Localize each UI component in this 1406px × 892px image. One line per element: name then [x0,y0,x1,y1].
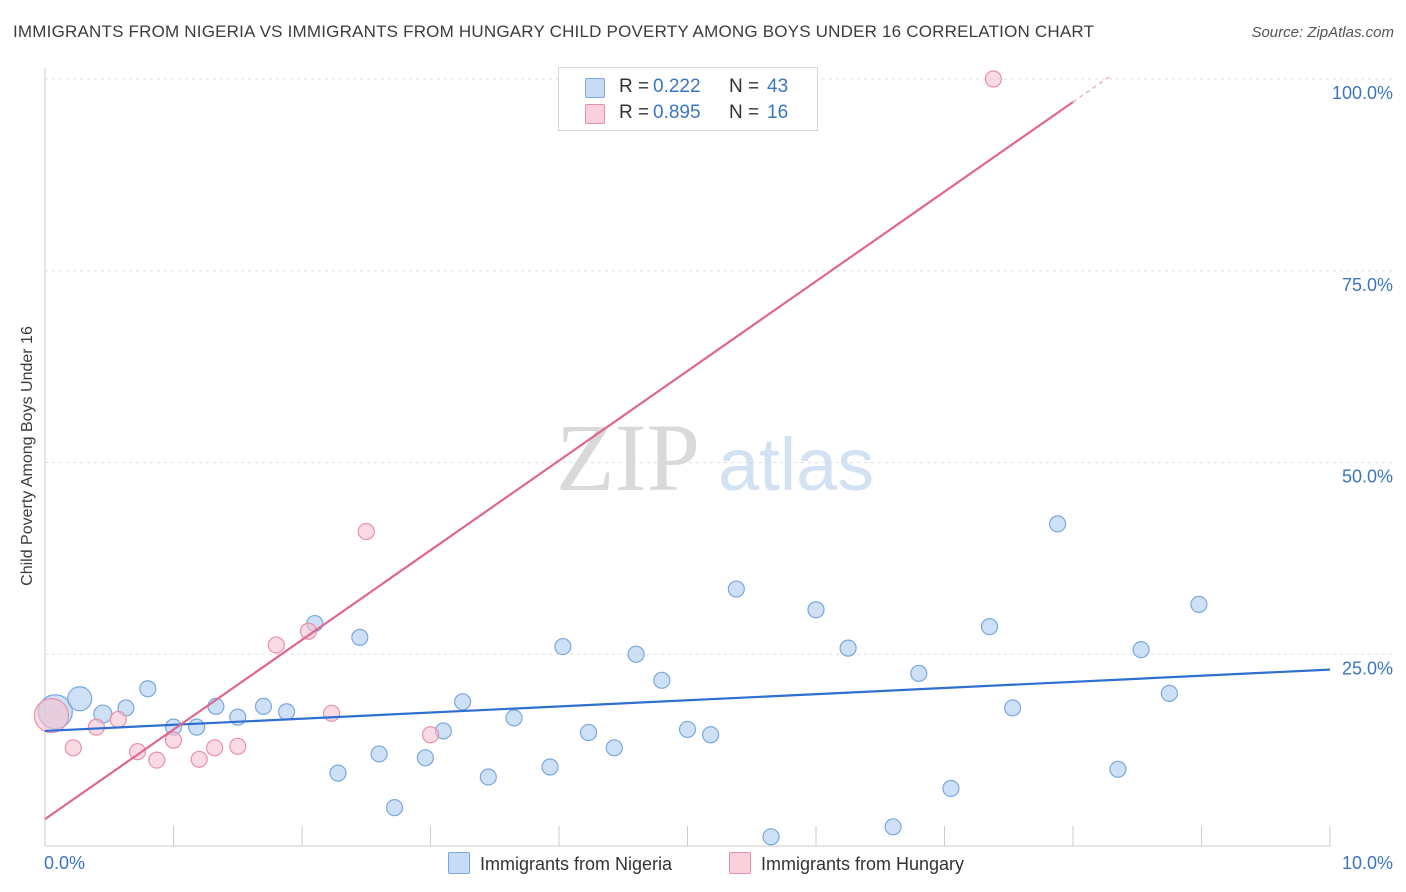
nigeria-point [1109,760,1127,778]
nigeria-point [839,639,857,657]
tick-labels: 25.0% 50.0% 75.0% 100.0% 0.0% 10.0% [44,83,1393,873]
legend-n-label: N = [729,76,760,97]
hungary-point [357,522,375,541]
hungary-point [190,750,208,768]
nigeria-point [370,745,388,763]
nigeria-point [980,618,999,636]
hungary-legend-swatch [729,852,751,874]
nigeria-point [1048,515,1067,533]
y-tick-label: 75.0% [1342,275,1393,295]
legend-r-value: 0.895 [653,102,701,123]
hungary-point [299,622,318,640]
hungary-point [206,739,224,757]
y-tick-label: 50.0% [1342,467,1393,487]
hungary-point [64,739,82,757]
nigeria-point [541,758,559,776]
nigeria-point [727,580,745,598]
nigeria-point [1004,699,1022,717]
bottom-legend-nigeria: Immigrants from Nigeria [448,852,672,875]
legend-n-value: 43 [767,76,789,97]
nigeria-legend-label: Immigrants from Nigeria [480,854,673,874]
hungary-point [109,710,127,729]
nigeria-point [653,671,671,689]
hungary-points [33,70,1002,769]
source-credit: Source: ZipAtlas.com [1251,24,1394,41]
hungary-point [148,751,166,769]
legend-r-label: R = [619,76,650,97]
hungary-point [33,698,70,734]
nigeria-point [579,723,598,742]
nigeria-point [385,799,404,817]
correlation-legend: R = 0.222 N = 43 R = 0.895 N = 16 [558,67,818,131]
y-tick-label: 25.0% [1342,658,1393,678]
axes [44,68,1331,847]
grid-lines [45,78,1395,655]
nigeria-point [702,726,720,744]
nigeria-point [188,718,206,736]
nigeria-point [1160,684,1178,702]
nigeria-point [416,749,434,767]
nigeria-point [1132,641,1150,659]
hungary-point [322,704,341,722]
nigeria-point [254,697,273,716]
nigeria-point [884,818,902,836]
nigeria-point [605,739,623,757]
chart-title: IMMIGRANTS FROM NIGERIA VS IMMIGRANTS FR… [13,22,1095,41]
bottom-legend-hungary: Immigrants from Hungary [729,852,964,875]
nigeria-point [351,628,369,646]
nigeria-point [505,709,523,727]
hungary-swatch [585,104,605,124]
nigeria-trend-line [44,668,1331,733]
hungary-point [229,737,247,755]
nigeria-point [1190,595,1208,613]
hungary-point [128,743,147,761]
nigeria-swatch [585,78,605,98]
watermark-atlas: atlas [718,423,874,506]
nigeria-point [678,720,697,739]
hungary-point [87,718,106,736]
nigeria-point [329,764,347,782]
nigeria-point [277,703,296,721]
nigeria-point [910,664,928,683]
x-tick-label: 0.0% [44,853,85,873]
hungary-point [984,70,1002,88]
nigeria-point [454,693,472,711]
y-tick-label: 100.0% [1332,83,1393,103]
watermark-zip: ZIP [556,404,700,511]
legend-r-value: 0.222 [653,76,701,97]
hungary-point [267,636,285,654]
hungary-point [164,731,183,749]
legend-n-label: N = [729,102,760,123]
nigeria-point [942,779,960,798]
hungary-trend-line [44,101,1074,821]
hungary-legend-label: Immigrants from Hungary [761,854,965,874]
nigeria-point [554,637,572,656]
legend-n-value: 16 [767,102,789,123]
nigeria-point [67,686,93,712]
nigeria-point [479,768,497,786]
nigeria-point [139,680,157,698]
hungary-trend-extension [1072,74,1112,103]
legend-r-label: R = [619,102,650,123]
trend-lines [44,74,1331,821]
x-tick-label: 10.0% [1342,853,1393,873]
nigeria-points [37,515,1208,846]
nigeria-legend-swatch [448,852,470,874]
nigeria-point [762,828,780,846]
hungary-point [421,726,440,744]
nigeria-point [807,601,825,619]
nigeria-point [627,645,645,663]
